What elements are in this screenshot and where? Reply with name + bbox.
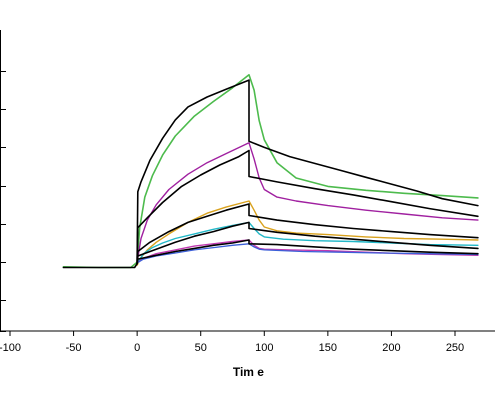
axes-layer [0, 30, 495, 336]
series-line-0-green [62, 74, 479, 269]
series-line-7-fit [136, 149, 479, 265]
series-layer [62, 74, 479, 269]
x-tick-label-1: -50 [66, 342, 82, 354]
x-axis-title: Tim e [233, 365, 264, 379]
x-tick-label-6: 200 [382, 342, 400, 354]
x-tick-label-5: 150 [319, 342, 337, 354]
series-line-8-fit [136, 203, 479, 265]
x-tick-label-0: -100 [0, 342, 21, 354]
x-tick-label-4: 100 [255, 342, 273, 354]
series-line-3-cyan [136, 221, 479, 265]
series-line-9-fit [136, 221, 479, 265]
series-line-2-orange [136, 200, 479, 266]
x-tick-label-3: 50 [195, 342, 207, 354]
series-line-6-fit [62, 79, 479, 269]
series-line-10-fit [136, 239, 479, 265]
x-tick-label-2: 0 [134, 342, 140, 354]
labels-layer: Tim e -100 -50 0 50 100 150 200 250 [0, 342, 464, 379]
series-line-5-blue [136, 243, 479, 264]
x-tick-label-7: 250 [446, 342, 464, 354]
series-line-1-purple [136, 142, 479, 263]
